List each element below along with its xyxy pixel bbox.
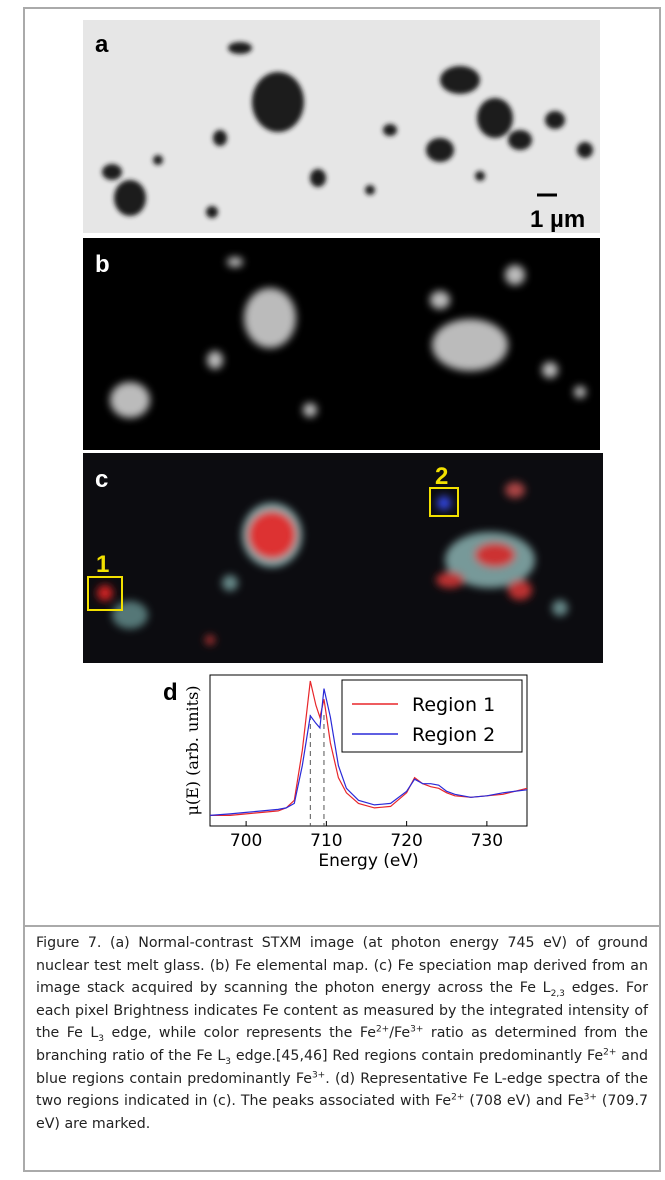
x-tick-label: 720: [390, 831, 422, 851]
region-box: [429, 487, 459, 517]
caption-text: edge.[45,46] Red regions contain predomi…: [231, 1047, 604, 1064]
region-box: [87, 576, 123, 611]
caption-text: 3+: [410, 1024, 424, 1035]
panel-label: a: [95, 31, 109, 58]
caption-text: /Fe: [389, 1025, 411, 1042]
legend: [341, 679, 523, 753]
caption-text: edges. For each pixel Brightness indicat…: [36, 980, 648, 1042]
caption-text: 3+: [583, 1092, 597, 1103]
caption-text: 3: [225, 1056, 232, 1067]
panel-label: c: [95, 466, 108, 493]
caption-text: 2+: [603, 1047, 617, 1058]
panel-label: d: [163, 679, 178, 706]
panel-label: b: [95, 251, 110, 278]
caption-text: . (d) Representative Fe L-edge spectra o…: [36, 1070, 648, 1110]
particles-b: [110, 257, 586, 418]
caption-text: Figure 7. (a) Normal-contrast STXM image…: [36, 935, 648, 997]
x-tick-label: 730: [471, 831, 503, 851]
legend-label: Region 2: [412, 724, 495, 746]
region-label: 1: [96, 551, 109, 578]
frame: [23, 7, 661, 1172]
caption-text: edge, while color represents the Fe: [104, 1025, 376, 1042]
x-axis-label: Energy (eV): [318, 851, 418, 871]
x-tick-label: 700: [230, 831, 262, 851]
legend-label: Region 1: [412, 694, 495, 716]
caption-text: 2,3: [550, 989, 565, 1000]
caption-text: 3+: [311, 1069, 326, 1080]
caption: Figure 7. (a) Normal-contrast STXM image…: [36, 932, 648, 1135]
series-line: [209, 688, 528, 816]
particles-a: [102, 42, 593, 218]
y-axis-label: μ(E) (arb. units): [183, 685, 202, 815]
particles-c: [97, 482, 568, 645]
region-label: 2: [435, 463, 448, 490]
caption-text: and blue regions contain predominantly F…: [36, 1047, 648, 1087]
caption-text: (708 eV) and Fe: [464, 1093, 584, 1110]
caption-text: 2+: [451, 1092, 465, 1103]
caption-text: ratio as determined from the branching r…: [36, 1025, 648, 1064]
plot-area: [209, 674, 528, 827]
caption-text: 2+: [375, 1024, 390, 1035]
x-tick-label: 710: [310, 831, 342, 851]
caption-text: 3: [98, 1034, 104, 1045]
scale-label: 1 µm: [530, 206, 585, 233]
panel-a-image: [83, 20, 600, 233]
caption-text: (709.7 eV) are marked.: [36, 1093, 648, 1132]
